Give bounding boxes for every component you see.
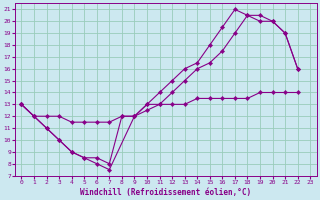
X-axis label: Windchill (Refroidissement éolien,°C): Windchill (Refroidissement éolien,°C) (80, 188, 252, 197)
